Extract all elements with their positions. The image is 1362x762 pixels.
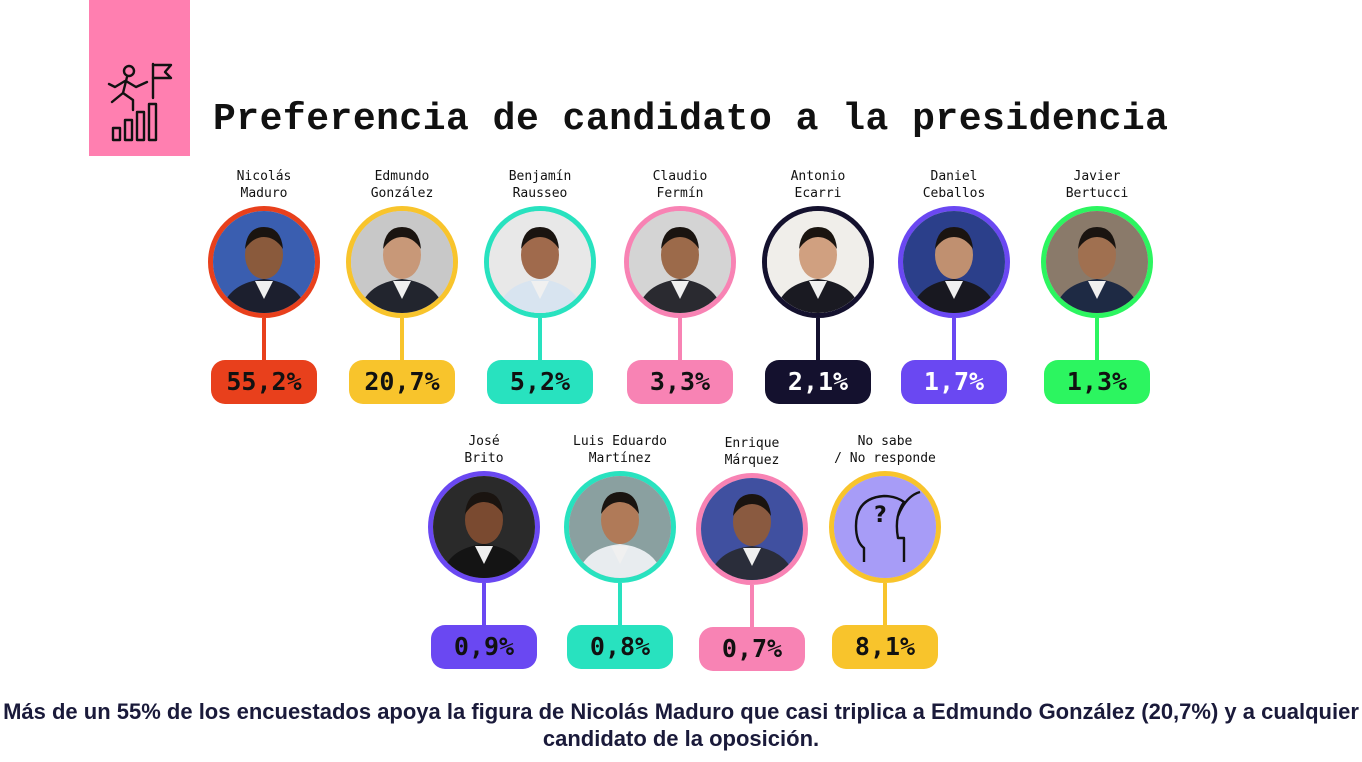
candidate-jose-brito: José Brito 0,9% <box>404 433 564 673</box>
page-title: Preferencia de candidato a la presidenci… <box>213 98 1169 141</box>
candidate-benjamin-rausseo: Benjamín Rausseo 5,2% <box>460 168 620 408</box>
candidate-name: Daniel Ceballos <box>922 169 986 201</box>
climb-to-flag-growth-icon <box>107 62 173 142</box>
candidate-photo <box>1041 206 1153 318</box>
value-badge: 3,3% <box>627 360 733 404</box>
candidate-name: Edmundo González <box>370 169 434 201</box>
connector-stem <box>1095 318 1099 362</box>
svg-text:?: ? <box>874 503 887 528</box>
candidate-photo <box>762 206 874 318</box>
value-badge: 0,8% <box>567 625 673 669</box>
connector-stem <box>816 318 820 362</box>
candidate-photo <box>898 206 1010 318</box>
value-badge: 2,1% <box>765 360 871 404</box>
candidate-edmundo-gonzalez: Edmundo González 20,7% <box>322 168 482 408</box>
candidate-antonio-ecarri: Antonio Ecarri 2,1% <box>738 168 898 408</box>
candidate-photo <box>428 471 540 583</box>
candidate-luis-eduardo-martinez: Luis Eduardo Martínez 0,8% <box>540 433 700 673</box>
candidate-javier-bertucci: Javier Bertucci 1,3% <box>1017 168 1177 408</box>
chart-caption: Más de un 55% de los encuestados apoya l… <box>3 699 1359 751</box>
candidate-photo <box>564 471 676 583</box>
header-logo-box <box>89 0 190 156</box>
unsure-head-icon: ? <box>829 471 941 583</box>
connector-stem <box>538 318 542 362</box>
value-badge: 5,2% <box>487 360 593 404</box>
candidate-claudio-fermin: Claudio Fermín 3,3% <box>600 168 760 408</box>
connector-stem <box>750 585 754 629</box>
value-badge: 8,1% <box>832 625 938 669</box>
candidate-photo <box>624 206 736 318</box>
connector-stem <box>883 583 887 627</box>
candidate-photo <box>696 473 808 585</box>
candidate-no-sabe-no-responde: No sabe / No responde? 8,1% <box>805 433 965 673</box>
value-badge: 1,7% <box>901 360 1007 404</box>
connector-stem <box>952 318 956 362</box>
candidate-name: Antonio Ecarri <box>790 169 846 201</box>
connector-stem <box>678 318 682 362</box>
value-badge: 0,7% <box>699 627 805 671</box>
candidate-name: José Brito <box>464 434 504 466</box>
candidate-name: Claudio Fermín <box>652 169 708 201</box>
candidate-name: Luis Eduardo Martínez <box>573 434 667 466</box>
candidate-photo <box>346 206 458 318</box>
candidate-enrique-marquez: Enrique Márquez 0,7% <box>672 435 832 675</box>
candidate-name: Javier Bertucci <box>1065 169 1129 201</box>
value-badge: 20,7% <box>349 360 455 404</box>
connector-stem <box>400 318 404 362</box>
value-badge: 1,3% <box>1044 360 1150 404</box>
connector-stem <box>482 583 486 627</box>
candidate-nicolas-maduro: Nicolás Maduro 55,2% <box>184 168 344 408</box>
value-badge: 0,9% <box>431 625 537 669</box>
candidate-daniel-ceballos: Daniel Ceballos 1,7% <box>874 168 1034 408</box>
candidate-name: Benjamín Rausseo <box>508 169 572 201</box>
candidate-name: Enrique Márquez <box>724 436 780 468</box>
connector-stem <box>262 318 266 362</box>
value-badge: 55,2% <box>211 360 317 404</box>
connector-stem <box>618 583 622 627</box>
candidate-photo <box>484 206 596 318</box>
candidate-name: Nicolás Maduro <box>236 169 292 201</box>
candidate-photo <box>208 206 320 318</box>
candidate-name: No sabe / No responde <box>834 434 936 466</box>
